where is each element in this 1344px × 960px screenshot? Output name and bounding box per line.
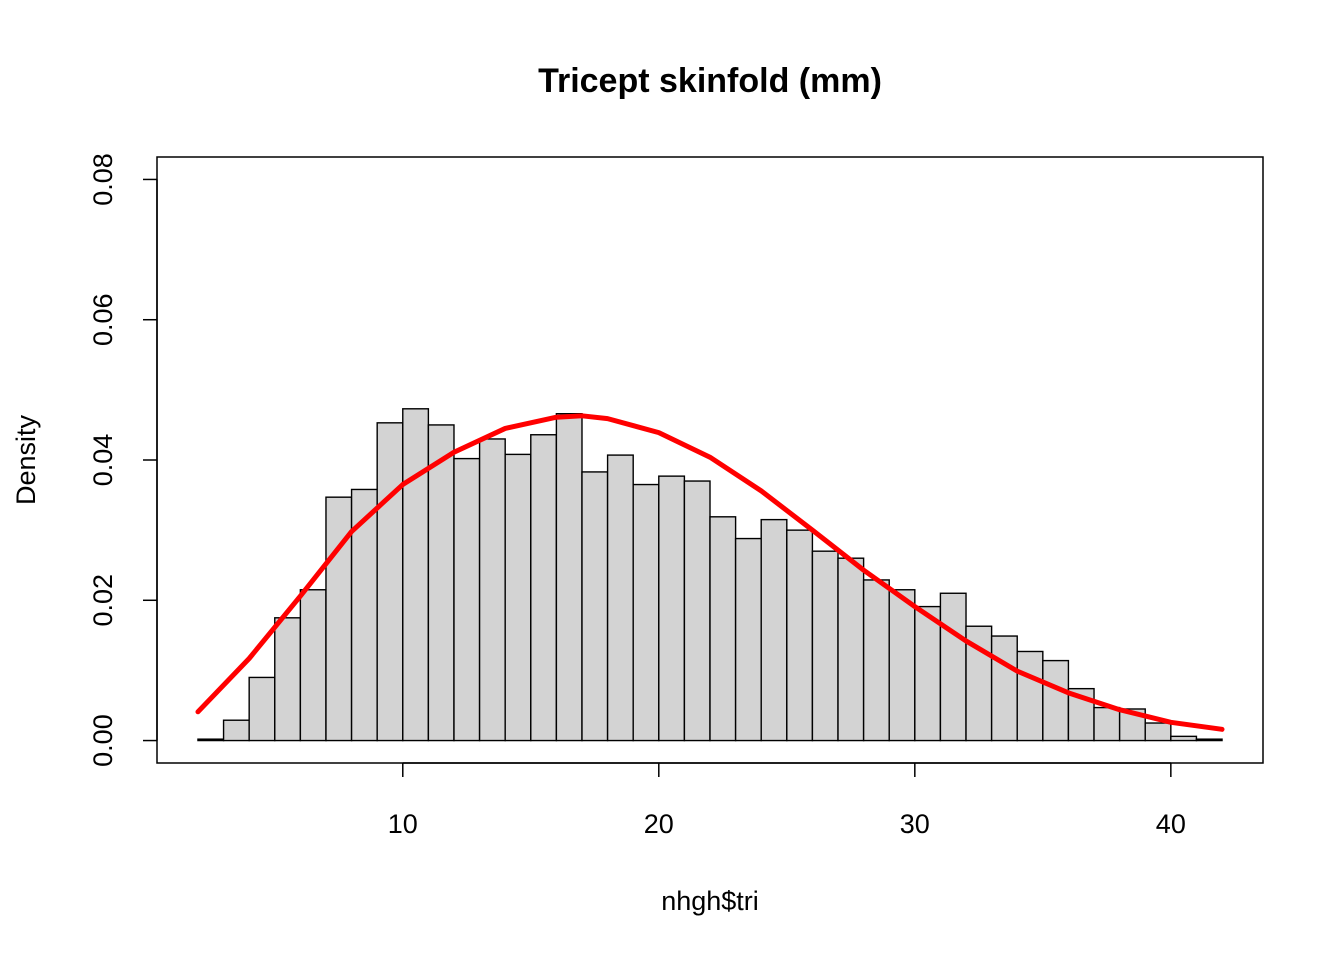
x-tick-label: 20: [644, 809, 674, 839]
histogram-bar: [683, 480, 711, 742]
histogram-bar: [1042, 659, 1070, 742]
y-axis-label: Density: [11, 414, 41, 505]
x-tick-label: 40: [1156, 809, 1186, 839]
histogram-bar: [632, 483, 660, 742]
histogram-bar: [274, 617, 302, 742]
histogram-bar: [709, 516, 737, 742]
chart-title: Tricept skinfold (mm): [538, 62, 882, 100]
y-tick-label: 0.00: [88, 714, 118, 767]
histogram-bar: [530, 434, 558, 742]
histogram-bar: [939, 592, 967, 742]
y-tick-label: 0.06: [88, 293, 118, 346]
histogram-bar: [299, 589, 327, 742]
y-tick-label: 0.04: [88, 434, 118, 487]
histogram-bar: [197, 738, 225, 742]
x-axis: 10 20 30 40: [388, 762, 1186, 839]
x-axis-label: nhgh$tri: [661, 886, 759, 916]
histogram-bar: [248, 676, 276, 742]
histogram-bar: [427, 424, 455, 742]
x-tick-label: 30: [900, 809, 930, 839]
histogram-bar: [658, 475, 686, 742]
histogram-bar: [734, 537, 762, 742]
histogram-bar: [1170, 735, 1198, 742]
histogram-bar: [1093, 706, 1121, 742]
histogram-bar: [222, 719, 250, 742]
histogram-bars: [197, 408, 1223, 742]
y-tick-label: 0.08: [88, 153, 118, 206]
histogram-bar: [837, 557, 865, 742]
histogram-bar: [990, 635, 1018, 742]
y-axis: 0.00 0.02 0.04 0.06 0.08: [88, 153, 158, 767]
histogram-bar: [606, 454, 634, 742]
density-curve: [195, 413, 1225, 732]
y-tick-label: 0.02: [88, 574, 118, 627]
x-tick-label: 10: [388, 809, 418, 839]
histogram-bar: [555, 413, 583, 742]
histogram-bar: [1195, 738, 1223, 742]
histogram-bar: [888, 589, 916, 742]
histogram-bar: [1144, 722, 1172, 742]
histogram-bar: [478, 438, 506, 742]
histogram-bar: [811, 550, 839, 742]
histogram-bar: [862, 579, 890, 742]
histogram-bar: [786, 529, 814, 742]
histogram-bar: [376, 422, 404, 742]
histogram-bar: [581, 471, 609, 742]
histogram-bar: [350, 488, 378, 742]
histogram-bar: [453, 457, 481, 742]
histogram-bar: [504, 453, 532, 742]
histogram-bar: [760, 518, 788, 742]
histogram-bar: [402, 408, 430, 742]
histogram-bar: [1016, 650, 1044, 742]
histogram-bar: [914, 605, 942, 742]
